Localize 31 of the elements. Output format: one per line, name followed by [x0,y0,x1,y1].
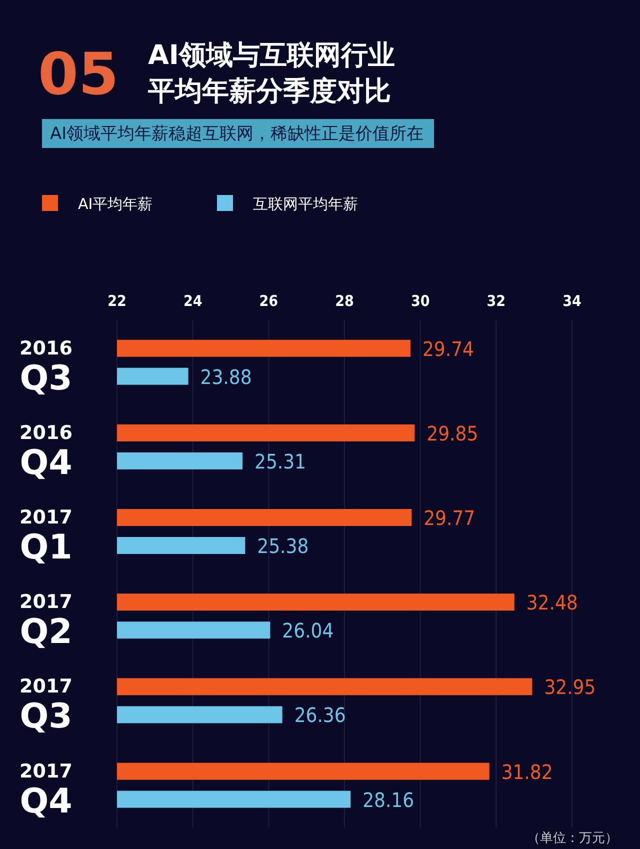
data-label: 25.31 [254,449,306,474]
data-label: 32.95 [544,675,596,700]
y-tick-label: 2016 Q4 [20,422,72,483]
y-tick-label: 2017 Q3 [20,676,72,737]
chart-title: AI领域与互联网行业平均年薪分季度对比 [148,39,396,109]
text: 05 [38,40,119,108]
data-label: 32.48 [526,590,578,615]
x-tick-label: 32 [486,292,506,310]
x-tick-label: 26 [259,292,278,310]
data-label: 28.16 [362,788,414,812]
x-tick-label: 22 [108,292,126,310]
data-label: 25.38 [257,534,309,558]
x-tick-label: 28 [335,292,354,310]
data-label: 26.36 [294,703,346,728]
text: （单位：万元） [527,830,618,847]
data-label: 29.77 [424,506,476,530]
data-label: 23.88 [200,364,252,389]
legend-label: 互联网平均年薪 [253,195,358,213]
legend-label: AI平均年薪 [78,195,153,213]
x-tick-label: 34 [562,292,582,310]
y-tick-label: 2017 Q4 [20,760,72,822]
data-label: 31.82 [501,760,553,784]
y-tick-label: 2016 Q3 [20,337,72,398]
y-tick-label: 2017 Q1 [20,506,72,568]
y-tick-label: 2017 Q2 [20,591,72,652]
x-tick-label: 30 [410,292,430,310]
data-label: 26.04 [282,618,334,643]
x-tick-label: 24 [183,292,202,310]
chart-subtitle: AI领域平均年薪稳超互联网，稀缺性正是价值所在 [42,119,434,148]
data-label: 29.85 [426,421,478,446]
data-label: 29.74 [422,336,474,361]
